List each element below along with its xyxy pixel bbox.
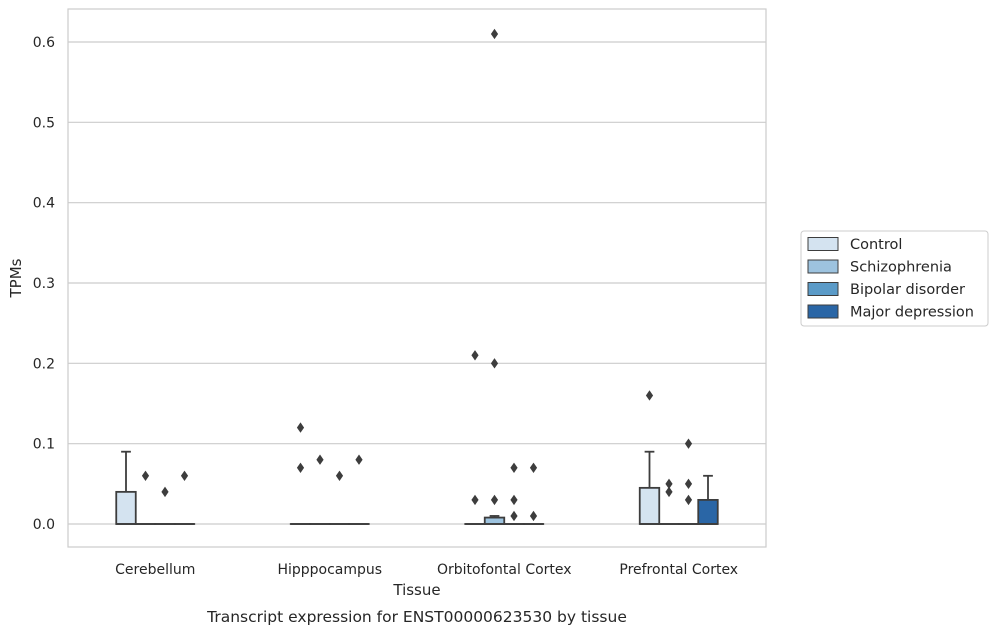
x-tick-label: Hipppocampus bbox=[277, 562, 382, 578]
chart-caption: Transcript expression for ENST0000062353… bbox=[206, 608, 627, 626]
x-tick-label: Orbitofontal Cortex bbox=[437, 562, 572, 578]
outlier-point bbox=[490, 28, 499, 40]
legend-label: Major depression bbox=[850, 305, 974, 321]
series-schizophrenia bbox=[134, 28, 680, 525]
box bbox=[173, 470, 196, 525]
outlier-point bbox=[471, 350, 479, 361]
box-body bbox=[697, 498, 719, 525]
box bbox=[483, 28, 506, 525]
box bbox=[289, 422, 312, 525]
outlier-point bbox=[471, 494, 479, 506]
box-body bbox=[638, 486, 661, 525]
outlier-point bbox=[296, 422, 305, 433]
y-tick-label: 0.4 bbox=[33, 196, 55, 212]
x-tick-labels: Cerebellum Hipppocampus Orbitofontal Corte… bbox=[115, 562, 738, 578]
legend-label: Schizophrenia bbox=[850, 260, 952, 276]
outlier-point bbox=[510, 494, 518, 506]
y-tick-label: 0.0 bbox=[33, 517, 55, 533]
legend-swatch bbox=[807, 259, 839, 274]
x-axis-label: Tissue bbox=[392, 581, 440, 599]
legend-entry: Control bbox=[807, 237, 902, 253]
box bbox=[464, 350, 486, 525]
box bbox=[522, 462, 545, 525]
grid-lines bbox=[68, 41, 766, 525]
outlier-point bbox=[684, 438, 693, 449]
outlier-point bbox=[529, 462, 538, 473]
x-tick-label: Prefrontal Cortex bbox=[619, 562, 738, 578]
outlier-point bbox=[355, 454, 363, 465]
legend-label: Control bbox=[850, 237, 902, 253]
x-tick-label: Cerebellum bbox=[115, 562, 195, 578]
outlier-point bbox=[161, 486, 169, 498]
legend-entry: Major depression bbox=[807, 304, 974, 321]
box bbox=[677, 438, 700, 525]
outlier-point bbox=[490, 358, 499, 369]
legend-label: Bipolar disorder bbox=[850, 282, 965, 298]
legend-entry: Schizophrenia bbox=[807, 259, 952, 276]
box bbox=[658, 478, 680, 525]
box bbox=[638, 390, 661, 525]
outlier-point bbox=[684, 478, 693, 490]
series-bipolar-disorder bbox=[154, 438, 700, 525]
legend-swatch bbox=[807, 282, 839, 296]
legend-frame bbox=[800, 230, 989, 327]
box bbox=[154, 486, 176, 525]
outlier-point bbox=[490, 494, 499, 506]
outlier-point bbox=[684, 494, 693, 506]
series-control bbox=[115, 350, 661, 525]
outlier-point bbox=[665, 486, 673, 498]
y-tick-label: 0.2 bbox=[33, 356, 55, 372]
y-axis-label: TPMs bbox=[7, 258, 25, 298]
outlier-point bbox=[316, 454, 324, 465]
series-major-depression bbox=[173, 454, 719, 525]
box bbox=[503, 462, 525, 525]
legend-entry: Bipolar disorder bbox=[807, 282, 965, 298]
legend: Control Schizophrenia Bipolar disorder Majo… bbox=[800, 230, 989, 327]
outlier-point bbox=[335, 470, 344, 481]
legend-swatch bbox=[807, 237, 839, 251]
legend-swatch bbox=[807, 304, 839, 319]
box bbox=[348, 454, 370, 525]
outlier-point bbox=[510, 462, 518, 473]
outlier-point bbox=[510, 510, 518, 522]
box bbox=[328, 470, 351, 525]
outlier-point bbox=[180, 470, 189, 481]
y-tick-labels: 0.0 0.1 0.2 0.3 0.4 0.5 0.6 bbox=[33, 35, 55, 533]
outlier-point bbox=[296, 462, 305, 473]
outlier-point bbox=[665, 478, 673, 490]
box bbox=[309, 454, 331, 525]
box-body bbox=[115, 490, 137, 525]
box bbox=[115, 450, 137, 525]
y-tick-label: 0.6 bbox=[33, 35, 55, 51]
box-body bbox=[483, 516, 506, 525]
y-tick-label: 0.1 bbox=[33, 437, 55, 453]
outlier-point bbox=[529, 510, 538, 522]
y-tick-label: 0.5 bbox=[33, 115, 55, 131]
plot-area-frame bbox=[67, 8, 767, 548]
box-series bbox=[115, 28, 719, 525]
y-tick-label: 0.3 bbox=[33, 276, 55, 292]
box bbox=[697, 474, 719, 525]
outlier-point bbox=[141, 470, 150, 481]
outlier-point bbox=[645, 390, 654, 401]
box bbox=[134, 470, 157, 525]
